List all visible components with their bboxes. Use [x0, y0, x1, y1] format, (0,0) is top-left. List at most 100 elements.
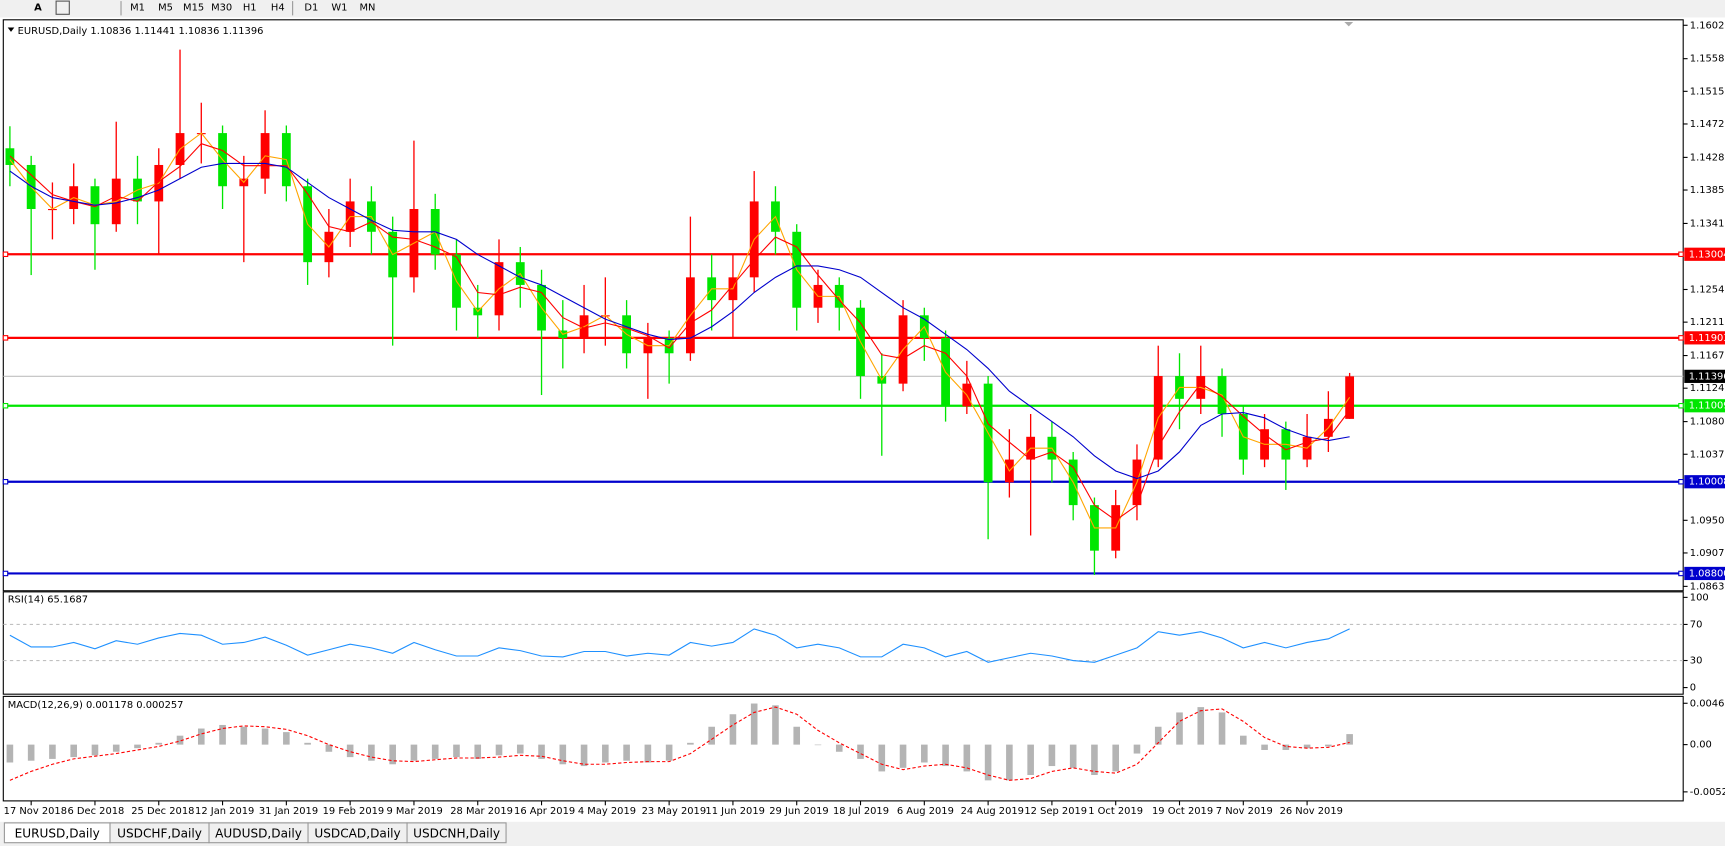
tab-label[interactable]: AUDUSD,Daily [215, 826, 302, 840]
macd-bar [1006, 744, 1013, 781]
macd-bar [687, 742, 694, 745]
x-tick-label: 7 Nov 2019 [1216, 806, 1273, 817]
timeframe-button[interactable]: M30 [211, 3, 232, 14]
macd-bar [197, 728, 205, 745]
x-tick-label: 17 Nov 2018 [4, 806, 67, 817]
level-price-label: 1.13004 [1689, 249, 1725, 260]
macd-bar [474, 744, 482, 759]
macd-signal [9, 706, 1350, 781]
x-tick-label: 4 May 2019 [578, 806, 636, 817]
timeframe-button[interactable]: W1 [331, 3, 347, 14]
moving-average [9, 143, 1351, 522]
macd-bar [368, 744, 375, 761]
y-tick-label: 1.14720 [1690, 119, 1725, 130]
price-panel [2, 19, 1684, 592]
x-tick-label: 31 Jan 2019 [259, 806, 318, 817]
macd-bar [346, 744, 354, 758]
tab[interactable] [406, 822, 507, 844]
macd-bar [559, 744, 567, 765]
label-tool[interactable] [55, 0, 70, 15]
macd-bar [240, 726, 248, 745]
macd-bar [91, 744, 99, 756]
macd-bar [27, 744, 35, 761]
macd-bar [750, 703, 758, 745]
moving-average [9, 132, 1351, 529]
timeframe-button[interactable]: MN [359, 3, 375, 14]
macd-bar [1176, 712, 1183, 745]
macd-bar [644, 744, 652, 763]
y-tick-label: 1.11240 [1690, 383, 1725, 394]
y-tick-label: 1.09500 [1690, 515, 1725, 526]
macd-bar [283, 732, 290, 745]
macd-bar [410, 744, 418, 761]
macd-bar [431, 744, 439, 759]
level-price-tag [1684, 399, 1725, 413]
x-tick-label: 18 Jul 2019 [833, 806, 889, 817]
macd-bar [857, 744, 864, 759]
x-tick-label: 24 Aug 2019 [961, 806, 1024, 817]
macd-bar [1027, 744, 1034, 775]
y-tick-label: 1.13850 [1690, 185, 1725, 196]
rsi-line [9, 628, 1350, 663]
macd-bar [1154, 726, 1162, 745]
level-handle [2, 570, 9, 577]
macd-bar [70, 744, 77, 758]
macd-bar [538, 744, 545, 759]
x-tick-label: 6 Dec 2018 [67, 806, 124, 817]
macd-bar [1197, 707, 1205, 745]
timeframe-button[interactable]: H1 [243, 3, 257, 14]
macd-bar [1218, 712, 1226, 745]
y-tick-label: 1.11670 [1690, 351, 1725, 362]
level-handle [1678, 335, 1684, 341]
macd-bar [1282, 744, 1290, 750]
macd-bar [772, 705, 779, 745]
macd-bar [325, 744, 333, 752]
macd-bar [495, 744, 503, 756]
macd-bar [6, 744, 14, 763]
y-tick-label: 1.15580 [1690, 54, 1725, 65]
x-tick-label: 23 May 2019 [642, 806, 707, 817]
y-tick-label: 1.10800 [1690, 417, 1725, 428]
macd-bar [1261, 744, 1268, 750]
x-tick-label: 12 Sep 2019 [1024, 806, 1087, 817]
tab-label[interactable]: EURUSD,Daily [15, 826, 100, 840]
timeframe-button[interactable]: M1 [130, 3, 145, 14]
macd-bar [389, 744, 396, 765]
timeframe-button[interactable]: M15 [183, 3, 204, 14]
macd-bar [1069, 744, 1077, 768]
y-tick-label: 0.00 [1690, 740, 1712, 751]
timeframe-button[interactable]: M5 [158, 3, 173, 14]
chart-window [0, 17, 1725, 822]
level-price-tag [1684, 566, 1725, 581]
x-tick-label: 6 Aug 2019 [897, 806, 954, 817]
macd-bar [49, 744, 56, 759]
level-price-label: 1.10008 [1689, 477, 1725, 488]
macd-bar [580, 744, 588, 767]
x-tick-label: 11 Jun 2019 [705, 806, 765, 817]
timeframe-button[interactable]: H4 [271, 3, 285, 14]
level-price-tag [1684, 475, 1725, 489]
macd-bar [1112, 744, 1120, 772]
level-handle [1678, 570, 1684, 577]
macd-bar [1091, 744, 1098, 775]
x-tick-label: 16 Apr 2019 [514, 806, 575, 817]
timeframe-button[interactable]: D1 [304, 3, 318, 14]
macd-bar [814, 744, 822, 746]
macd-bar [942, 744, 949, 767]
level-price-label: 1.08800 [1689, 568, 1725, 579]
macd-bar [602, 744, 609, 763]
tab-label[interactable]: USDCNH,Daily [413, 826, 500, 840]
y-tick-label: 1.16020 [1690, 20, 1725, 31]
toolbar [0, 0, 1725, 18]
macd-bar [878, 744, 886, 772]
tab-label[interactable]: USDCAD,Daily [314, 826, 400, 840]
tab-label[interactable]: USDCHF,Daily [117, 826, 202, 840]
macd-bar [1048, 744, 1056, 767]
macd-bar [453, 744, 460, 758]
x-tick-label: 12 Jan 2019 [195, 806, 254, 817]
text-tool[interactable]: A [34, 3, 42, 14]
level-handle [1678, 402, 1684, 409]
level-price-label: 1.11903 [1689, 333, 1725, 344]
